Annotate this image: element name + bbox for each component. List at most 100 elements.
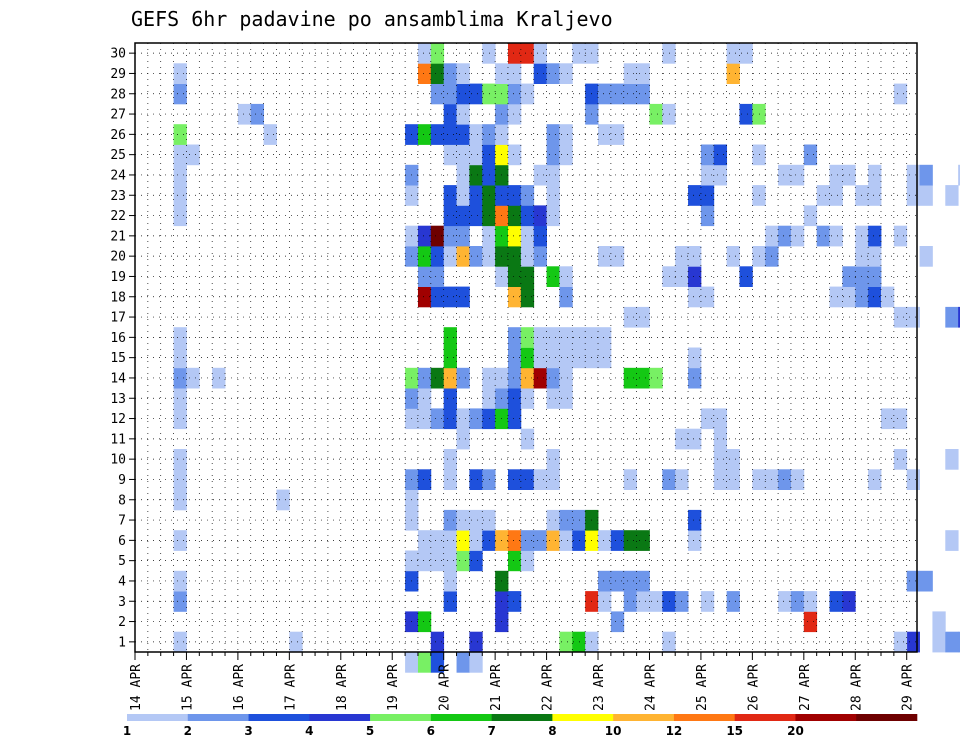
- heatmap-cell: [880, 408, 895, 430]
- y-tick-label: 9: [118, 473, 126, 488]
- heatmap-cell: [469, 469, 483, 490]
- y-tick-label: 13: [110, 392, 126, 407]
- heatmap-cell: [520, 469, 535, 490]
- heatmap-cell: [173, 205, 187, 227]
- heatmap-cell: [726, 43, 740, 64]
- x-tick-label: 23 APR: [592, 664, 607, 711]
- x-tick-label: 27 APR: [798, 664, 813, 711]
- heatmap-cell: [456, 205, 470, 227]
- heatmap-cell: [572, 509, 586, 531]
- y-tick-label: 18: [110, 290, 126, 305]
- heatmap-cell: [456, 652, 470, 673]
- heatmap-cell: [559, 286, 573, 308]
- x-tick-label: 17 APR: [283, 664, 298, 711]
- heatmap-cell: [469, 124, 483, 145]
- y-tick-label: 3: [118, 595, 126, 610]
- heatmap-cell: [430, 408, 445, 430]
- heatmap-cell: [533, 225, 547, 247]
- heatmap-cell: [739, 43, 753, 64]
- heatmap-cell: [482, 124, 496, 145]
- heatmap-cell: [456, 286, 470, 308]
- heatmap-cell: [790, 164, 805, 186]
- heatmap-cell: [482, 185, 496, 206]
- heatmap-cell: [688, 530, 702, 551]
- legend-swatch: [187, 714, 249, 721]
- heatmap-cell: [533, 205, 547, 227]
- heatmap-cell: [520, 246, 535, 267]
- color-legend: 1 2 3 4 5 6 7 8 10 12 15 20: [123, 714, 918, 738]
- y-tick-label: 6: [118, 534, 126, 549]
- heatmap-cell: [186, 367, 200, 389]
- heatmap-cell: [726, 449, 740, 470]
- heatmap-cell: [868, 185, 882, 206]
- heatmap-cell: [469, 408, 483, 430]
- heatmap-cell: [598, 246, 612, 267]
- heatmap-cell: [688, 246, 702, 267]
- heatmap-cell: [572, 631, 586, 653]
- heatmap-cell: [958, 164, 960, 186]
- x-tick-label: 28 APR: [849, 664, 864, 711]
- heatmap-cell: [559, 509, 573, 531]
- heatmap-cell: [482, 388, 496, 409]
- heatmap-cell: [173, 469, 187, 490]
- heatmap-cell: [533, 164, 547, 186]
- heatmap-cell: [456, 144, 470, 166]
- heatmap-cell: [430, 367, 445, 389]
- heatmap-cell: [507, 246, 522, 267]
- heatmap-cell: [430, 631, 445, 653]
- heatmap-cell: [829, 225, 843, 247]
- heatmap-cell: [598, 327, 612, 348]
- heatmap-cell: [469, 205, 483, 227]
- heatmap-cell: [726, 63, 740, 84]
- heatmap-cell: [700, 205, 715, 227]
- heatmap-cell: [443, 185, 457, 206]
- heatmap-cell: [443, 144, 457, 166]
- x-axis: 14 APR 15 APR 16 APR 17 APR 18 APR 19 APR 20 A…: [129, 652, 916, 711]
- heatmap-cell: [520, 83, 535, 105]
- heatmap-cell: [443, 408, 457, 430]
- heatmap-cell: [778, 225, 792, 247]
- heatmap-cell: [533, 43, 547, 64]
- x-tick-label: 22 APR: [541, 664, 556, 711]
- heatmap-cell: [726, 469, 740, 490]
- heatmap-cell: [713, 449, 728, 470]
- heatmap-cell: [546, 449, 560, 470]
- heatmap-cell: [662, 469, 676, 490]
- heatmap-cell: [482, 225, 496, 247]
- heatmap-cell: [546, 266, 560, 287]
- heatmap-cell: [623, 367, 638, 389]
- heatmap-cell: [456, 550, 470, 572]
- heatmap-cell: [456, 83, 470, 105]
- heatmap-cell: [173, 489, 187, 511]
- heatmap-cell: [919, 185, 933, 206]
- heatmap-cell: [559, 530, 573, 551]
- legend-swatch: [673, 714, 735, 721]
- heatmap-cell: [623, 591, 638, 612]
- heatmap-cell: [482, 408, 496, 430]
- heatmap-cell: [417, 63, 432, 84]
- heatmap-cell: [868, 266, 882, 287]
- heatmap-cell: [520, 225, 535, 247]
- heatmap-cell: [520, 266, 535, 287]
- heatmap-cell: [598, 83, 612, 105]
- heatmap-cell: [507, 286, 522, 308]
- heatmap-cell: [623, 570, 638, 592]
- heatmap-cell: [443, 530, 457, 551]
- y-tick-label: 5: [118, 554, 126, 569]
- x-tick-label: 29 APR: [901, 664, 916, 711]
- heatmap-cell: [507, 266, 522, 287]
- y-tick-label: 23: [110, 189, 126, 204]
- y-tick-label: 7: [118, 514, 126, 529]
- heatmap-cell: [559, 347, 573, 369]
- y-tick-label: 2: [118, 615, 126, 630]
- heatmap-cell: [443, 327, 457, 348]
- legend-label: 5: [366, 724, 374, 738]
- heatmap-cell: [443, 124, 457, 145]
- heatmap-cell: [739, 103, 753, 125]
- heatmap-cell: [546, 185, 560, 206]
- heatmap-cell: [482, 530, 496, 551]
- heatmap-cell: [520, 530, 535, 551]
- heatmap-cell: [610, 530, 625, 551]
- legend-swatch: [552, 714, 614, 721]
- y-tick-label: 10: [110, 453, 126, 468]
